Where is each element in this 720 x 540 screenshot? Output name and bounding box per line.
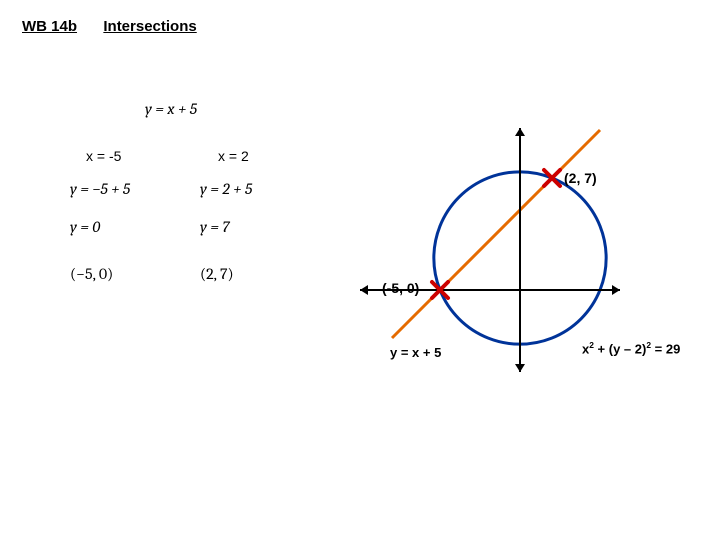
title-part1: WB 14b bbox=[22, 18, 77, 35]
main-equation: y = x + 5 bbox=[145, 100, 197, 118]
col-left-result: (−5, 0) bbox=[70, 265, 113, 283]
circle-eq-suffix: = 29 bbox=[651, 341, 680, 356]
line-equation-label: y = x + 5 bbox=[390, 345, 441, 360]
point-label-2: (2, 7) bbox=[564, 170, 597, 186]
circle-eq-mid: + (y – 2) bbox=[594, 341, 646, 356]
col-left-line2: y = 0 bbox=[70, 218, 100, 236]
col-left-line1: y = −5 + 5 bbox=[70, 180, 130, 198]
col-right-line1: y = 2 + 5 bbox=[200, 180, 252, 198]
col-right-result: (2, 7) bbox=[200, 265, 234, 283]
title-part2: Intersections bbox=[103, 18, 196, 35]
col-left-head: x = -5 bbox=[86, 148, 121, 164]
col-right-line2: y = 7 bbox=[200, 218, 230, 236]
point-label-1: (-5, 0) bbox=[382, 280, 419, 296]
col-right-head: x = 2 bbox=[218, 148, 249, 164]
circle-equation-label: x2 + (y – 2)2 = 29 bbox=[582, 340, 680, 356]
page-title: WB 14b Intersections bbox=[22, 18, 197, 35]
